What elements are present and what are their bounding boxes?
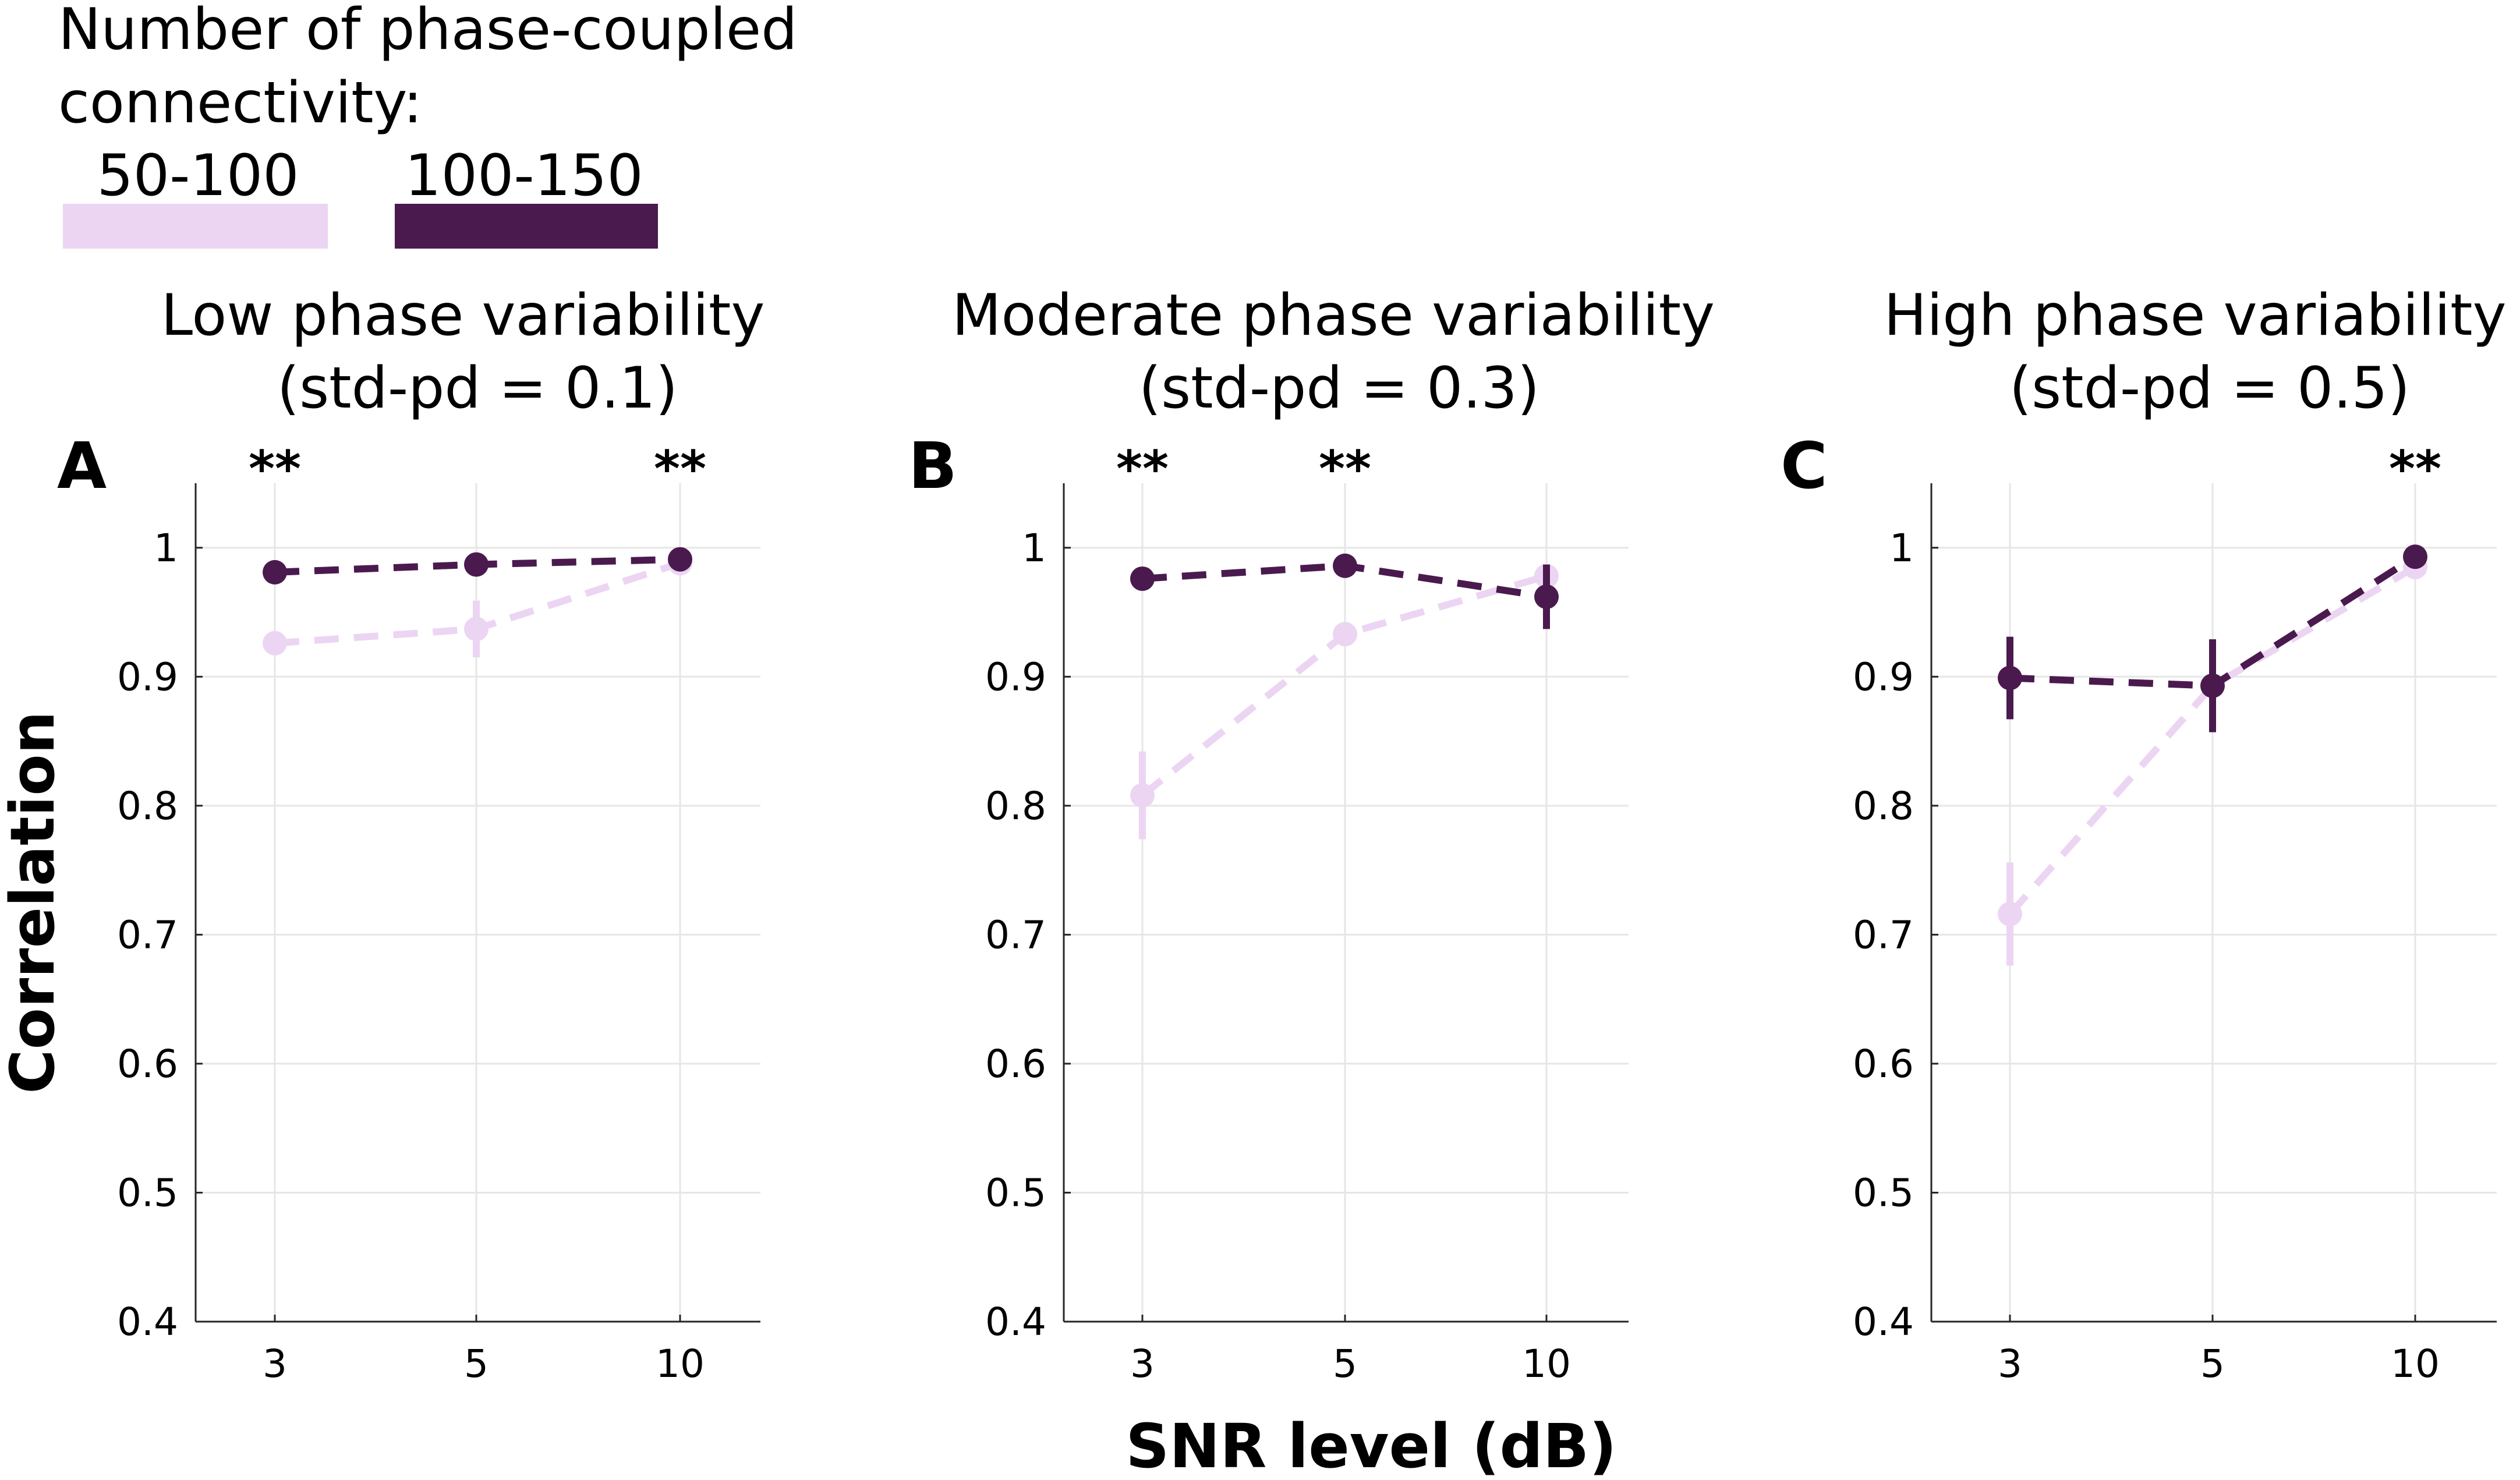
series-line xyxy=(2007,564,2418,916)
data-point xyxy=(464,552,489,577)
x-tick-label: 5 xyxy=(1333,1341,1357,1386)
panel-title-line2: (std-pd = 0.5) xyxy=(2009,355,2410,422)
series-100-150 xyxy=(1130,553,1559,629)
x-tick-label: 10 xyxy=(1522,1341,1571,1386)
y-tick-label: 0.9 xyxy=(1853,654,1914,699)
y-tick-label: 0.4 xyxy=(985,1300,1046,1344)
data-point xyxy=(1998,665,2022,691)
panel-a: Low phase variability (std-pd = 0.1) A 0… xyxy=(57,282,765,1386)
panel-b: Moderate phase variability (std-pd = 0.3… xyxy=(908,282,1715,1386)
panel-title-line2: (std-pd = 0.3) xyxy=(1139,355,1539,422)
x-tick-label: 5 xyxy=(464,1341,489,1386)
x-tick-label: 5 xyxy=(2200,1341,2225,1386)
significance-marker: ** xyxy=(2389,440,2441,498)
panel-c: High phase variability (std-pd = 0.5) C … xyxy=(1781,282,2507,1386)
panel-letter: B xyxy=(908,429,957,503)
plot-area: 0.4 0.5 0.6 0.7 0.8 0.9 1 3 5 10 ** xyxy=(1853,440,2497,1386)
legend-swatch-100-150 xyxy=(395,204,658,249)
y-tick-label: 0.7 xyxy=(985,912,1046,957)
x-tick-label: 3 xyxy=(1130,1341,1155,1386)
legend-label-50-100: 50-100 xyxy=(97,143,299,209)
data-point xyxy=(1534,584,1559,609)
panel-title-line1: Moderate phase variability xyxy=(952,282,1715,349)
y-tick-label: 1 xyxy=(1022,526,1046,571)
y-tick-label: 0.5 xyxy=(1853,1170,1914,1215)
x-axis-title: SNR level (dB) xyxy=(1125,1411,1616,1480)
y-tick-label: 0.5 xyxy=(985,1170,1046,1215)
data-point xyxy=(464,617,489,642)
x-tick-label: 3 xyxy=(263,1341,287,1386)
panel-title-line2: (std-pd = 0.1) xyxy=(277,355,678,422)
y-tick-label: 0.7 xyxy=(1853,912,1914,957)
legend: Number of phase-coupled connectivity: 50… xyxy=(58,0,797,249)
significance-marker: ** xyxy=(1319,440,1371,498)
y-tick-label: 0.8 xyxy=(985,784,1046,828)
y-tick-label: 0.6 xyxy=(1853,1042,1914,1086)
y-tick-label: 1 xyxy=(154,526,178,571)
data-point xyxy=(1130,783,1155,808)
y-tick-label: 1 xyxy=(1889,526,1914,571)
legend-label-100-150: 100-150 xyxy=(405,143,643,209)
significance-marker: ** xyxy=(654,440,706,498)
y-tick-label: 0.9 xyxy=(985,654,1046,699)
y-axis-title: Correlation xyxy=(0,711,68,1094)
legend-title-line1: Number of phase-coupled xyxy=(58,0,797,63)
series-100-150 xyxy=(1998,544,2427,732)
y-tick-label: 0.4 xyxy=(117,1300,178,1344)
data-point xyxy=(1130,566,1155,591)
data-point xyxy=(2403,544,2427,569)
y-tick-label: 0.9 xyxy=(117,654,178,699)
panel-title-line1: High phase variability xyxy=(1884,282,2506,349)
data-point xyxy=(1333,553,1357,578)
x-tick-label: 10 xyxy=(2391,1341,2440,1386)
y-tick-label: 0.6 xyxy=(985,1042,1046,1086)
y-tick-label: 0.4 xyxy=(1853,1300,1914,1344)
data-point xyxy=(668,547,692,572)
x-tick-label: 3 xyxy=(1998,1341,2022,1386)
data-point xyxy=(1333,622,1357,647)
data-point xyxy=(1998,901,2022,926)
panel-title-line1: Low phase variability xyxy=(161,282,765,349)
significance-marker: ** xyxy=(1116,440,1169,498)
panel-letter: C xyxy=(1781,429,1828,503)
data-point xyxy=(263,560,287,585)
series-100-150 xyxy=(263,547,692,585)
panel-letter: A xyxy=(57,429,107,503)
data-point xyxy=(263,631,287,656)
x-tick-label: 10 xyxy=(656,1341,705,1386)
y-tick-label: 0.7 xyxy=(117,912,178,957)
legend-title-line2: connectivity: xyxy=(58,70,422,136)
plot-area: 0.4 0.5 0.6 0.7 0.8 0.9 1 3 5 10 ** ** xyxy=(985,440,1629,1386)
plot-area: 0.4 0.5 0.6 0.7 0.8 0.9 1 3 5 10 ** ** xyxy=(117,440,760,1386)
y-tick-label: 0.6 xyxy=(117,1042,178,1086)
y-tick-label: 0.8 xyxy=(1853,784,1914,828)
significance-marker: ** xyxy=(249,440,301,498)
y-tick-label: 0.5 xyxy=(117,1170,178,1215)
y-tick-label: 0.8 xyxy=(117,784,178,828)
data-point xyxy=(2200,673,2225,698)
legend-swatch-50-100 xyxy=(63,204,328,249)
